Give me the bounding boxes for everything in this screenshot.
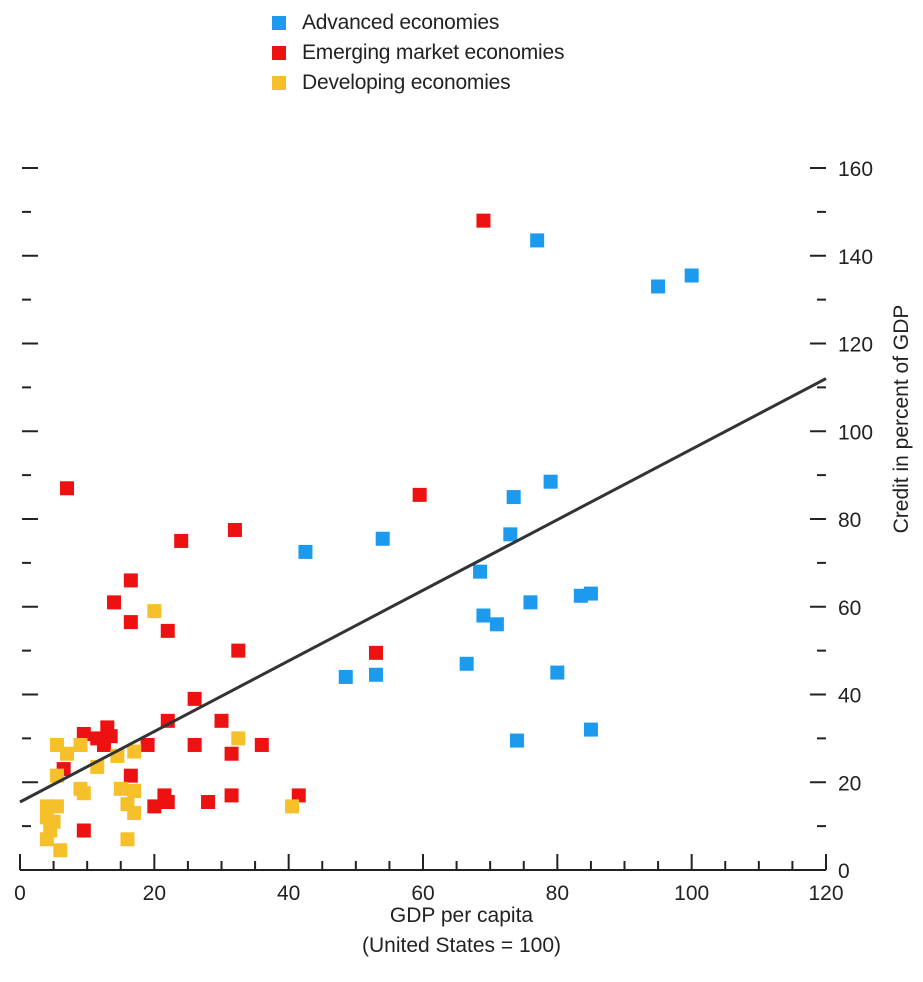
point-series-1: [107, 595, 122, 610]
point-series-1: [123, 768, 138, 783]
point-series-1: [60, 481, 75, 496]
x-tick-label: 0: [14, 882, 26, 905]
point-series-0: [543, 474, 558, 489]
y-axis-title: Credit in percent of GDP: [890, 304, 913, 534]
point-series-0: [503, 527, 518, 542]
point-series-0: [550, 665, 565, 680]
point-series-2: [127, 805, 142, 820]
point-series-0: [489, 617, 504, 632]
point-series-0: [476, 608, 491, 623]
x-tick-label: 40: [277, 882, 300, 905]
legend-swatch-developing: [272, 76, 286, 90]
point-series-1: [227, 522, 242, 537]
point-series-1: [368, 645, 383, 660]
legend-swatch-advanced: [272, 16, 286, 30]
y-tick-label: 20: [838, 772, 861, 795]
point-series-0: [684, 268, 699, 283]
point-series-2: [127, 744, 142, 759]
legend-label-developing: Developing economies: [302, 71, 511, 94]
trend-line: [19, 377, 827, 804]
point-series-0: [523, 595, 538, 610]
point-series-1: [140, 737, 155, 752]
point-series-0: [459, 656, 474, 671]
point-series-0: [510, 733, 525, 748]
point-series-1: [174, 533, 189, 548]
legend-item-developing: Developing economies: [272, 68, 564, 98]
x-axis-subtitle: (United States = 100): [361, 934, 562, 957]
point-series-2: [73, 737, 88, 752]
point-series-0: [298, 544, 313, 559]
point-series-1: [476, 213, 491, 228]
point-series-0: [506, 490, 521, 505]
point-series-1: [123, 615, 138, 630]
point-series-0: [338, 669, 353, 684]
point-series-0: [583, 586, 598, 601]
x-tick-label: 120: [808, 882, 843, 905]
point-series-1: [187, 691, 202, 706]
point-series-1: [160, 713, 175, 728]
point-series-1: [254, 737, 269, 752]
legend-item-emerging: Emerging market economies: [272, 38, 564, 68]
data-points: [39, 213, 699, 858]
x-tick-label: 60: [411, 882, 434, 905]
point-series-1: [231, 643, 246, 658]
y-tick-label: 140: [838, 246, 873, 269]
point-series-0: [651, 279, 666, 294]
point-series-1: [291, 788, 306, 803]
point-series-2: [60, 746, 75, 761]
x-tick-label: 20: [143, 882, 166, 905]
y-tick-label: 40: [838, 685, 861, 708]
legend-item-advanced: Advanced economies: [272, 8, 564, 38]
point-series-1: [214, 713, 229, 728]
point-series-2: [76, 786, 91, 801]
y-tick-label: 60: [838, 597, 861, 620]
point-series-2: [231, 731, 246, 746]
point-series-1: [160, 794, 175, 809]
point-series-2: [53, 843, 68, 858]
point-series-0: [583, 722, 598, 737]
point-series-2: [49, 799, 64, 814]
y-tick-label: 160: [838, 158, 873, 181]
point-series-2: [113, 781, 128, 796]
legend: Advanced economies Emerging market econo…: [272, 8, 564, 98]
point-series-2: [127, 784, 142, 799]
point-series-1: [123, 573, 138, 588]
point-series-0: [375, 531, 390, 546]
point-series-1: [96, 737, 111, 752]
point-series-1: [76, 823, 91, 838]
point-series-0: [530, 233, 545, 248]
y-tick-label: 80: [838, 509, 861, 532]
point-series-1: [147, 799, 162, 814]
point-series-1: [412, 487, 427, 502]
point-series-0: [473, 564, 488, 579]
point-series-1: [201, 794, 216, 809]
point-series-0: [368, 667, 383, 682]
point-series-2: [147, 604, 162, 619]
legend-swatch-emerging: [272, 46, 286, 60]
x-axis-title: GDP per capita: [389, 904, 534, 927]
x-tick-label: 80: [546, 882, 569, 905]
y-tick-label: 120: [838, 334, 873, 357]
x-tick-label: 100: [674, 882, 709, 905]
point-series-1: [224, 746, 239, 761]
legend-label-emerging: Emerging market economies: [302, 41, 565, 64]
point-series-2: [285, 799, 300, 814]
y-tick-label: 100: [838, 421, 873, 444]
point-series-1: [76, 726, 91, 741]
point-series-1: [224, 788, 239, 803]
point-series-2: [39, 832, 54, 847]
y-tick-label: 0: [838, 860, 850, 883]
point-series-1: [160, 623, 175, 638]
point-series-2: [120, 832, 135, 847]
point-series-1: [187, 737, 202, 752]
legend-label-advanced: Advanced economies: [302, 11, 500, 34]
